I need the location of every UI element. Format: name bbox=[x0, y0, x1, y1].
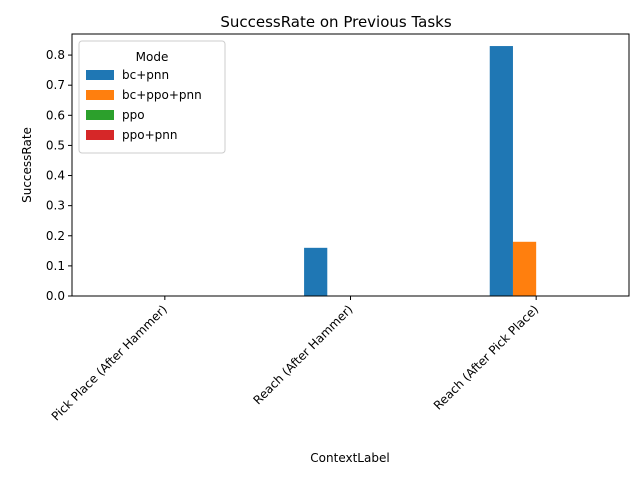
legend-items: bc+pnn bc+ppo+pnn ppo ppo+pnn bbox=[86, 68, 202, 142]
legend-swatch bbox=[86, 110, 114, 120]
legend-entry-label: ppo bbox=[122, 108, 145, 122]
legend-swatch bbox=[86, 90, 114, 100]
y-tick-label: 0.2 bbox=[46, 229, 65, 243]
legend-title: Mode bbox=[136, 50, 169, 64]
legend-entry-label: bc+pnn bbox=[122, 68, 169, 82]
y-tick-label: 0.7 bbox=[46, 78, 65, 92]
y-tick-label: 0.8 bbox=[46, 48, 65, 62]
y-axis-label: SuccessRate bbox=[20, 127, 34, 203]
y-tick-label: 0.0 bbox=[46, 289, 65, 303]
legend-swatch bbox=[86, 70, 114, 80]
legend-entry-label: bc+ppo+pnn bbox=[122, 88, 202, 102]
bar-bc-pnn-cat-3 bbox=[489, 46, 513, 296]
x-axis: Pick Place (After Hammer) Reach (After Ha… bbox=[49, 296, 541, 423]
x-tick-label: Reach (After Pick Place) bbox=[431, 302, 541, 412]
y-tick-label: 0.1 bbox=[46, 259, 65, 273]
legend-entry-label: ppo+pnn bbox=[122, 128, 177, 142]
y-tick-label: 0.5 bbox=[46, 138, 65, 152]
y-tick-label: 0.6 bbox=[46, 108, 65, 122]
legend-swatch bbox=[86, 130, 114, 140]
y-tick-label: 0.3 bbox=[46, 199, 65, 213]
chart-title: SuccessRate on Previous Tasks bbox=[220, 13, 452, 31]
bar-bc-ppo-pnn-cat-3 bbox=[512, 241, 537, 296]
bar-bc-pnn-cat-2 bbox=[304, 247, 328, 296]
y-tick-label: 0.4 bbox=[46, 169, 65, 183]
legend-frame bbox=[78, 40, 226, 154]
x-tick-label: Reach (After Hammer) bbox=[251, 302, 356, 407]
x-axis-label: ContextLabel bbox=[310, 451, 389, 465]
bars bbox=[304, 46, 537, 296]
y-axis: 0.0 0.1 0.2 0.3 0.4 0.5 0.6 0.7 0.8 bbox=[46, 48, 72, 303]
x-tick-label: Pick Place (After Hammer) bbox=[49, 302, 170, 423]
legend: Mode bc+pnn bc+ppo+pnn ppo ppo+pnn bbox=[78, 40, 226, 154]
